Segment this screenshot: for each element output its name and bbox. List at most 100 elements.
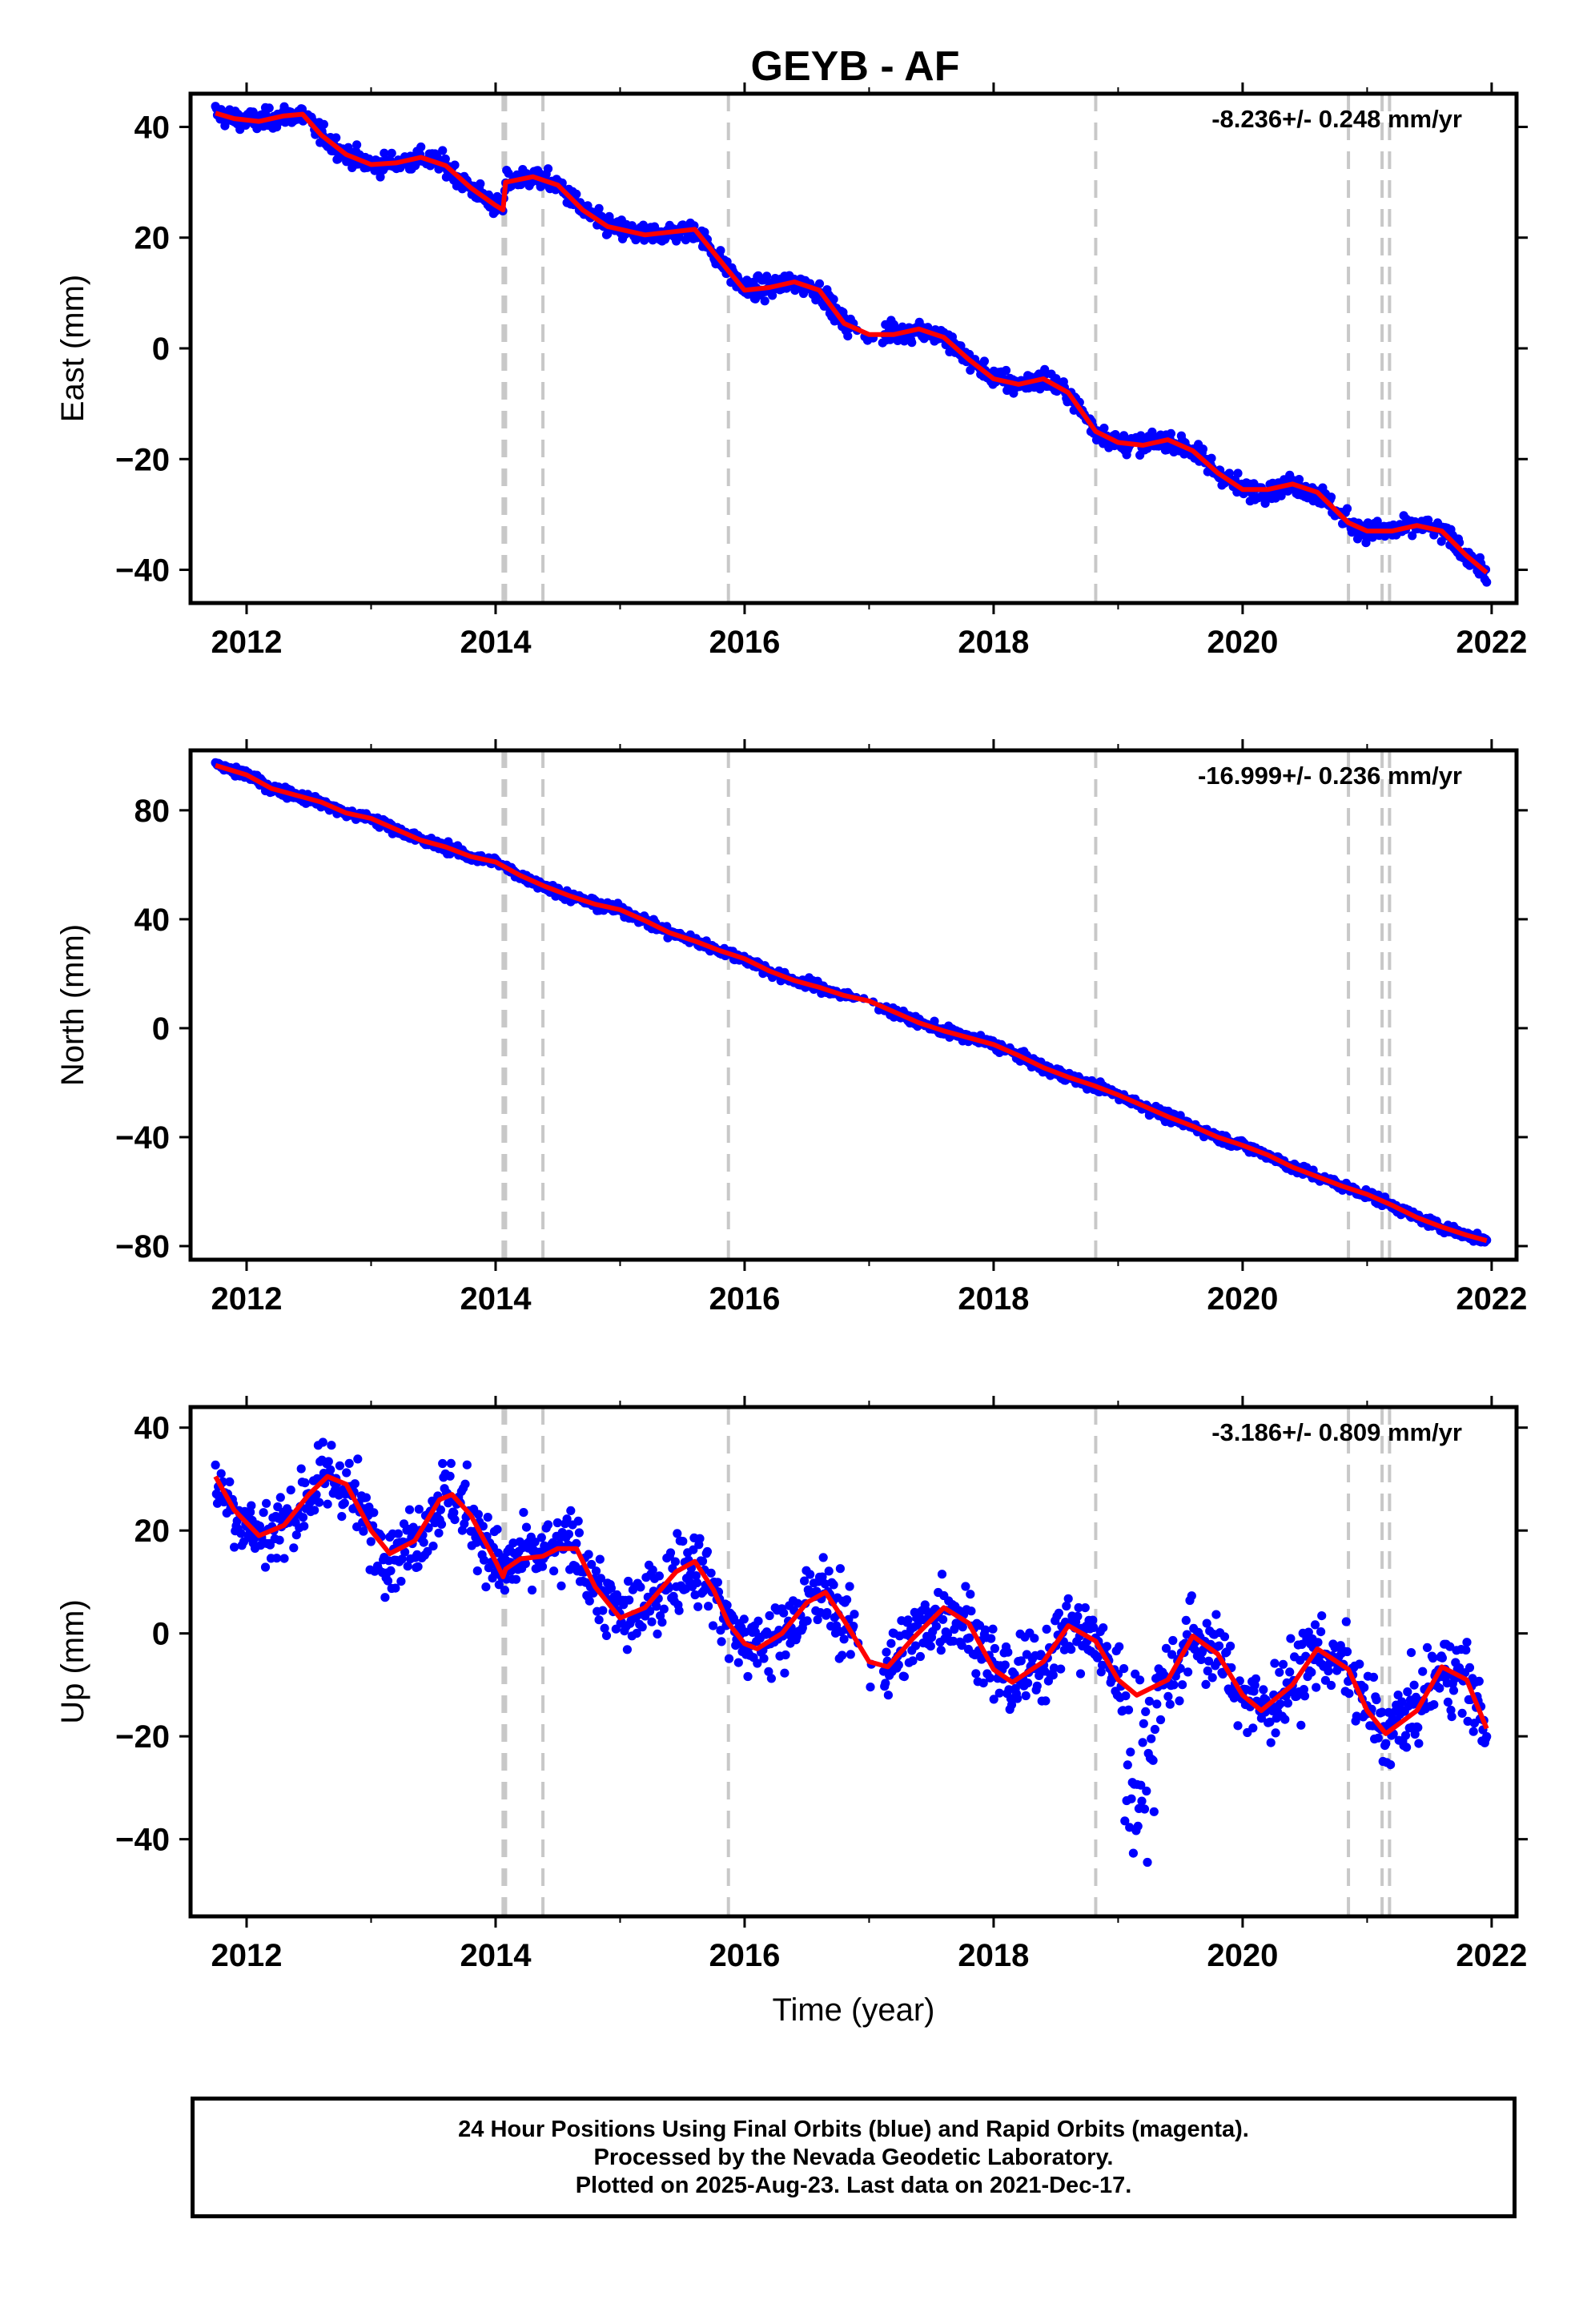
data-point bbox=[1203, 1666, 1212, 1676]
data-point bbox=[813, 1614, 822, 1625]
data-point bbox=[594, 203, 604, 213]
data-point bbox=[846, 1650, 855, 1659]
data-point bbox=[1150, 1724, 1159, 1735]
data-point bbox=[697, 1556, 708, 1566]
data-point bbox=[678, 1537, 688, 1546]
data-point bbox=[1000, 1660, 1010, 1670]
data-point bbox=[766, 1674, 777, 1683]
data-point bbox=[938, 1614, 948, 1624]
data-point bbox=[691, 1571, 701, 1581]
data-point bbox=[1166, 428, 1175, 439]
data-point bbox=[1211, 1610, 1221, 1619]
data-point bbox=[1373, 1733, 1383, 1743]
data-point bbox=[765, 1610, 774, 1621]
data-point bbox=[1445, 1642, 1455, 1651]
y-tick-label: −20 bbox=[115, 1719, 170, 1755]
data-point bbox=[1435, 1683, 1444, 1693]
data-point bbox=[352, 140, 362, 150]
data-point bbox=[1400, 1731, 1411, 1740]
data-point bbox=[881, 1679, 890, 1688]
data-point bbox=[275, 1493, 285, 1502]
data-point bbox=[1030, 1634, 1039, 1643]
data-point bbox=[211, 1460, 220, 1470]
data-point bbox=[949, 1636, 958, 1646]
x-tick-label: 2012 bbox=[211, 1281, 282, 1317]
data-point bbox=[1003, 1647, 1013, 1657]
data-point bbox=[882, 1647, 891, 1657]
data-point bbox=[574, 1528, 585, 1538]
data-point bbox=[500, 1586, 510, 1595]
rate-annotation: -8.236+/- 0.248 mm/yr bbox=[1211, 105, 1462, 133]
y-tick-label: −40 bbox=[115, 553, 170, 589]
data-point bbox=[1136, 1780, 1146, 1790]
data-point bbox=[1406, 1648, 1416, 1658]
data-point bbox=[652, 1602, 661, 1611]
data-point bbox=[733, 1658, 743, 1667]
data-point bbox=[835, 1564, 845, 1574]
data-point bbox=[1196, 1655, 1206, 1664]
data-point bbox=[842, 1595, 852, 1605]
data-point bbox=[315, 1498, 324, 1507]
data-point bbox=[331, 133, 341, 143]
data-point bbox=[1462, 1638, 1472, 1647]
data-point bbox=[1121, 1691, 1131, 1701]
data-point bbox=[958, 1622, 967, 1632]
data-point bbox=[822, 1608, 832, 1618]
data-point bbox=[722, 1600, 732, 1610]
data-point bbox=[259, 1508, 268, 1518]
data-point bbox=[598, 1606, 608, 1615]
data-point bbox=[562, 1514, 572, 1524]
data-point bbox=[536, 1533, 546, 1542]
data-point bbox=[564, 1530, 574, 1539]
caption-line-2: Processed by the Nevada Geodetic Laborat… bbox=[593, 2144, 1114, 2170]
data-point bbox=[1280, 1715, 1290, 1724]
data-point bbox=[978, 1679, 988, 1688]
data-point bbox=[1372, 1695, 1381, 1705]
data-point bbox=[806, 1570, 815, 1579]
data-point bbox=[1437, 1653, 1447, 1663]
data-point bbox=[1226, 1641, 1235, 1651]
data-point bbox=[818, 1553, 828, 1562]
data-point bbox=[1266, 1738, 1276, 1747]
data-point bbox=[216, 1469, 226, 1478]
data-point bbox=[450, 160, 460, 170]
data-point bbox=[1286, 1634, 1296, 1643]
data-point bbox=[704, 1602, 713, 1611]
y-tick-label: 0 bbox=[152, 1011, 170, 1047]
data-point bbox=[1148, 1755, 1158, 1765]
data-point bbox=[1167, 1650, 1177, 1659]
x-tick-label: 2014 bbox=[460, 1938, 532, 1973]
data-point bbox=[1233, 468, 1243, 478]
data-point bbox=[1187, 1591, 1196, 1601]
data-point bbox=[1163, 1691, 1173, 1701]
data-point bbox=[866, 1683, 875, 1692]
data-point bbox=[1457, 1708, 1467, 1718]
data-point bbox=[1468, 1727, 1478, 1736]
data-point bbox=[903, 1615, 913, 1625]
data-point bbox=[1429, 1700, 1439, 1710]
data-point bbox=[1409, 1680, 1419, 1690]
data-point bbox=[310, 1506, 319, 1515]
data-point bbox=[1251, 1674, 1260, 1683]
data-point bbox=[839, 1634, 849, 1644]
data-point bbox=[1464, 1663, 1475, 1672]
data-point bbox=[472, 1566, 482, 1576]
data-point bbox=[1386, 1760, 1396, 1770]
data-point bbox=[740, 1627, 750, 1637]
data-point bbox=[473, 1510, 484, 1519]
data-point bbox=[779, 1608, 789, 1618]
data-point bbox=[1067, 1645, 1076, 1655]
data-point bbox=[366, 1537, 376, 1546]
data-point bbox=[942, 1630, 953, 1639]
data-point bbox=[931, 1622, 941, 1631]
data-point bbox=[1312, 1683, 1321, 1692]
north-panel: 2012 2014 2016 2018 2020 2022 −80 −40 0 40 80 North… bbox=[55, 739, 1528, 1317]
data-point bbox=[404, 1505, 415, 1514]
data-point bbox=[850, 1610, 859, 1619]
data-point bbox=[1414, 1739, 1424, 1748]
data-point bbox=[1123, 1705, 1134, 1715]
data-point bbox=[665, 1548, 676, 1558]
data-point bbox=[1448, 1686, 1459, 1695]
data-point bbox=[818, 1572, 827, 1582]
data-point bbox=[323, 1457, 333, 1466]
